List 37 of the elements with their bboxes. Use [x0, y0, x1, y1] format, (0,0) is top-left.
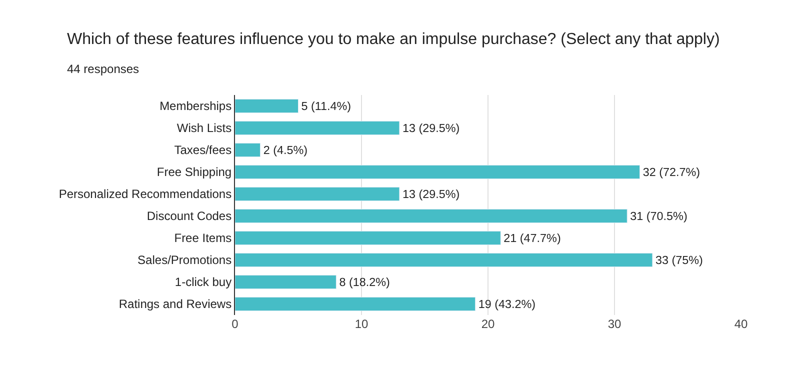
y-tick-label: Free Shipping — [156, 165, 232, 180]
chart-title: Which of these features influence you to make an impulse purchase? (Select any that apply) — [67, 31, 720, 48]
data-label: 2 (4.5%) — [263, 144, 308, 157]
y-tick-label: Ratings and Reviews — [118, 297, 232, 312]
y-tick-label: Free Items — [174, 231, 232, 246]
y-tick-label: Wish Lists — [176, 121, 232, 136]
bar — [235, 274, 336, 290]
x-tick-label: 20 — [481, 317, 495, 331]
text: 44 responses — [67, 62, 140, 76]
bar — [235, 120, 400, 136]
data-label: 21 (47.7%) — [504, 232, 561, 245]
y-tick-label: Taxes/fees — [174, 143, 232, 158]
data-label: 13 (29.5%) — [402, 122, 460, 135]
y-tick-label: Sales/Promotions — [138, 253, 232, 268]
bar — [235, 208, 628, 224]
y-tick-label: Discount Codes — [146, 209, 232, 224]
data-label: 32 (72.7%) — [642, 166, 700, 179]
bar — [235, 230, 501, 246]
bar — [235, 296, 476, 312]
bar — [235, 186, 400, 202]
data-label: 31 (70.5%) — [630, 210, 688, 223]
x-tick-label: 0 — [232, 317, 239, 331]
bar — [235, 252, 653, 268]
data-label: 13 (29.5%) — [402, 188, 460, 201]
bar — [235, 98, 298, 114]
data-label: 5 (11.4%) — [301, 100, 352, 113]
x-tick-label: 30 — [608, 317, 622, 331]
bar — [235, 142, 261, 158]
data-label: 8 (18.2%) — [339, 276, 390, 289]
x-tick-label: 40 — [734, 317, 748, 331]
y-tick-label: Personalized Recommendations — [58, 187, 232, 202]
data-label: 33 (75%) — [655, 254, 703, 267]
y-tick-label: Memberships — [160, 99, 232, 114]
data-label: 19 (43.2%) — [478, 298, 536, 311]
y-tick-label: 1-click buy — [174, 275, 232, 290]
x-tick-label: 10 — [354, 317, 368, 331]
bar — [235, 164, 640, 180]
